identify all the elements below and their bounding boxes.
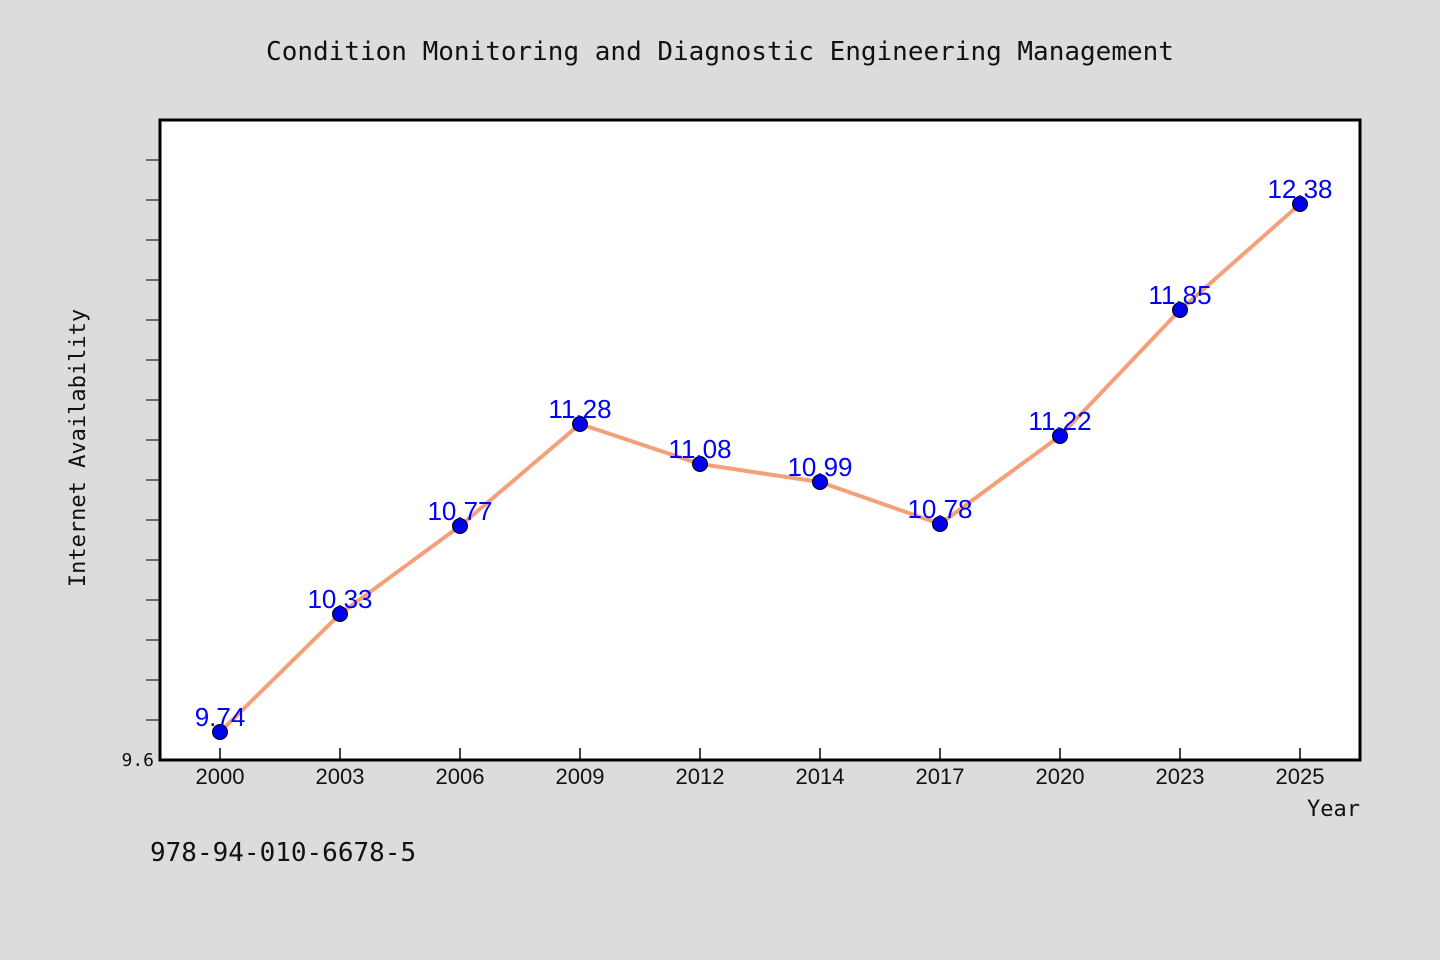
data-label: 10.77 [427,496,492,526]
data-point [1052,428,1068,444]
x-tick-label: 2006 [436,764,485,789]
data-markers [212,196,1308,740]
data-point [1172,302,1188,318]
x-ticks [219,748,1301,760]
data-label: 10.78 [907,494,972,524]
x-tick-label: 2003 [316,764,365,789]
data-point [1292,196,1308,212]
data-point [452,518,468,534]
y-tick-label: 9.6 [121,750,154,771]
x-tick-label: 2017 [916,764,965,789]
x-tick-label: 2023 [1156,764,1205,789]
data-label: 10.99 [787,452,852,482]
x-tick-label: 2014 [796,764,845,789]
plot-area [158,118,1362,762]
data-label: 11.85 [1148,280,1211,310]
y-tick-labels: 9.6 [121,750,154,771]
data-point [932,516,948,532]
data-label: 10.33 [307,584,372,614]
data-point [332,606,348,622]
data-point [572,416,588,432]
chart-title: Condition Monitoring and Diagnostic Engi… [266,37,1174,67]
x-tick-label: 2000 [196,764,245,789]
isbn-text: 978-94-010-6678-5 [150,838,416,868]
x-tick-labels: 2000 2003 2006 2009 2012 2014 2017 2020 2023 2025 [196,764,1325,789]
y-minor-ticks [146,159,159,721]
data-point [812,474,828,490]
series-line [218,202,1302,734]
data-label: 11.08 [668,434,731,464]
x-tick-label: 2012 [676,764,725,789]
x-tick-label: 2009 [556,764,605,789]
data-point [212,724,228,740]
data-labels: 9.74 10.33 10.77 11.28 11.08 10.99 10.78 11.22 1… [195,174,1333,732]
data-label: 12.38 [1267,174,1332,204]
x-tick-label: 2020 [1036,764,1085,789]
y-axis-label: Internet Availability [66,309,91,587]
data-label: 11.22 [1028,406,1091,436]
data-label: 9.74 [195,702,246,732]
x-axis-label: Year [1307,797,1360,822]
x-tick-label: 2025 [1276,764,1325,789]
data-label: 11.28 [548,394,611,424]
data-point [692,456,708,472]
